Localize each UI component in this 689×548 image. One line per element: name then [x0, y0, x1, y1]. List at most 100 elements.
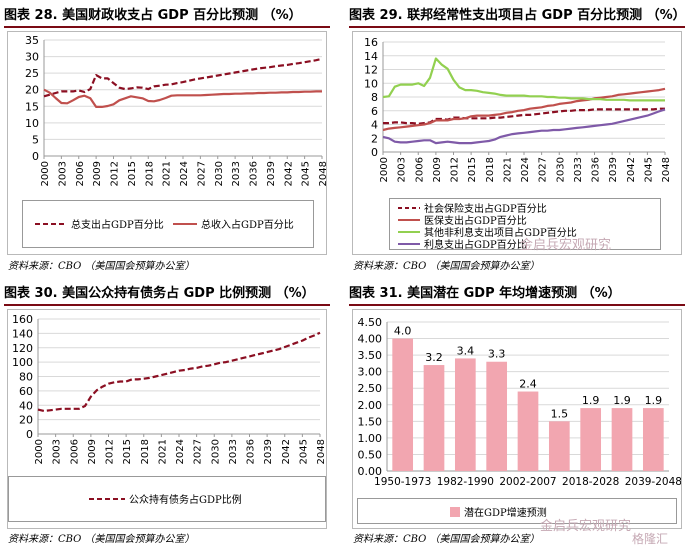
x-tick-label: 2024	[179, 161, 190, 186]
y-tick-label: 3.50	[358, 349, 383, 362]
y-tick-label: 16	[364, 36, 378, 49]
legend-swatch-dashed	[89, 497, 125, 500]
x-tick-label: 2030	[555, 157, 566, 182]
y-tick-label: 40	[19, 399, 33, 412]
series-line	[382, 87, 666, 132]
y-tick-label: 20	[19, 414, 33, 427]
x-tick-label: 2012	[450, 157, 461, 182]
x-tick-label: 2045	[298, 439, 309, 464]
legend-swatch-solid	[398, 218, 420, 221]
x-tick-label: 2027	[193, 439, 204, 464]
figure-30-title: 图表 30. 美国公众持有债务占 GDP 比例预测 （%）	[4, 286, 315, 301]
x-tick-label: 2009	[92, 161, 103, 186]
y-tick-label: 4.50	[358, 316, 383, 329]
y-tick-label: 0.00	[358, 465, 383, 478]
y-tick-label: 5	[32, 133, 39, 146]
x-tick-label: 2027	[538, 157, 549, 182]
legend-label: 社会保险支出占GDP百分比	[424, 204, 547, 215]
y-tick-label: 15	[25, 100, 39, 113]
figure-29-title: 图表 29. 联邦经常性支出项目占 GDP 百分比预测 （%）	[349, 8, 686, 23]
x-tick-label: 2024	[520, 157, 531, 182]
legend-label: 总支出占GDP百分比	[71, 220, 164, 231]
x-tick-label: 2045	[643, 157, 654, 182]
title-rule	[4, 26, 330, 28]
figure-28: 图表 28. 美国财政收支占 GDP 百分比预测 （%） 0 5 10 15 20 25 3…	[4, 4, 330, 272]
x-tick-label: 2048	[318, 161, 326, 186]
x-tick-label: 2000	[40, 161, 51, 186]
x-tick-label: 2042	[281, 439, 292, 464]
bar	[486, 361, 508, 471]
x-tick-label: 2036	[246, 439, 257, 464]
y-tick-label: 0	[26, 428, 33, 441]
x-tick-label: 2042	[626, 157, 637, 182]
x-tick-label: 2021	[162, 161, 173, 186]
legend-item-public-debt: 公众持有债务占GDP比例	[89, 491, 242, 506]
legend-label: 潜在GDP增速预测	[464, 508, 547, 519]
data-label: 3.4	[457, 344, 475, 357]
legend-label: 医保支出占GDP百分比	[424, 216, 527, 227]
y-tick-label: 3.00	[358, 366, 383, 379]
bar	[580, 408, 602, 471]
x-tick-label: 2027	[196, 161, 207, 186]
x-tick-label: 1950-1973	[374, 476, 431, 488]
legend-item-total-spending: 总支出占GDP百分比	[35, 216, 164, 231]
figure-31-plot-area: 0.00 0.50 1.00 1.50 2.00 2.50 3.00 3.50 4.00 4.50…	[352, 309, 682, 529]
figure-31-source: 资料来源：CBO （美国国会预算办公室）	[353, 534, 540, 545]
x-tick-label: 2003	[52, 439, 63, 464]
x-tick-label: 2012	[105, 439, 116, 464]
x-tick-label: 2006	[75, 161, 86, 186]
y-tick-label: 25	[25, 67, 39, 80]
data-label: 2.4	[519, 378, 537, 391]
figure-29-plot-area: 0 2 4 6 8 10 12 14 16 2000 2003 2006 2009 2012 2015 201…	[352, 31, 682, 255]
series-line	[43, 88, 322, 109]
x-tick-label: 2000	[379, 157, 390, 182]
y-tick-label: 100	[12, 356, 33, 369]
data-label: 1.5	[551, 407, 569, 420]
y-tick-label: 4.00	[358, 333, 383, 346]
x-tick-label: 2002-2007	[499, 476, 556, 488]
bar	[392, 338, 414, 471]
legend-item-total-revenue: 总收入占GDP百分比	[173, 216, 294, 231]
legend-swatch-solid	[398, 230, 420, 233]
data-label: 1.9	[613, 394, 631, 407]
x-tick-label: 2024	[175, 439, 186, 464]
y-tick-label: 60	[19, 385, 33, 398]
x-tick-label: 2018	[485, 157, 496, 182]
y-tick-label: 1.00	[358, 432, 383, 445]
figure-31: 图表 31. 美国潜在 GDP 年均增速预测 （%） 0.00 0.50 1.00 1…	[349, 282, 685, 546]
x-tick-label: 1982-1990	[437, 476, 494, 488]
y-tick-label: 2	[371, 132, 378, 145]
y-tick-label: 0	[371, 146, 378, 159]
bar	[548, 421, 570, 471]
figure-28-plot-area: 0 5 10 15 20 25 30 35 2000 2003 2006 2009 2012 2015 20…	[7, 31, 327, 255]
legend-item-potential-gdp: 潜在GDP增速预测	[450, 504, 547, 519]
x-tick-label: 2003	[57, 161, 68, 186]
title-rule	[4, 304, 330, 306]
series-line	[382, 57, 665, 102]
x-tick-label: 2033	[573, 157, 584, 182]
x-tick-label: 2036	[591, 157, 602, 182]
figure-29-source: 资料来源：CBO （美国国会预算办公室）	[353, 261, 540, 272]
x-tick-label: 2039	[263, 439, 274, 464]
y-tick-label: 8	[371, 91, 378, 104]
legend-label: 利息支出占GDP百分比	[424, 240, 527, 251]
series-line	[37, 331, 321, 413]
bar	[642, 408, 664, 471]
y-tick-label: 10	[25, 117, 39, 130]
series-line	[43, 57, 323, 98]
x-tick-label: 2045	[301, 161, 312, 186]
x-tick-label: 2033	[228, 439, 239, 464]
figure-29-legend: 社会保险支出占GDP百分比 医保支出占GDP百分比 其他非利息支出项目占GDP百…	[389, 198, 661, 251]
figure-28-source: 资料来源：CBO （美国国会预算办公室）	[8, 261, 195, 272]
bar	[611, 408, 633, 471]
y-tick-label: 12	[364, 64, 378, 77]
y-tick-label: 30	[25, 51, 39, 64]
data-label: 1.9	[645, 394, 663, 407]
x-tick-label: 2018	[140, 439, 151, 464]
x-tick-label: 2012	[110, 161, 121, 186]
bar	[423, 365, 445, 471]
x-tick-label: 2033	[231, 161, 242, 186]
figure-30-source: 资料来源：CBO （美国国会预算办公室）	[8, 534, 195, 545]
